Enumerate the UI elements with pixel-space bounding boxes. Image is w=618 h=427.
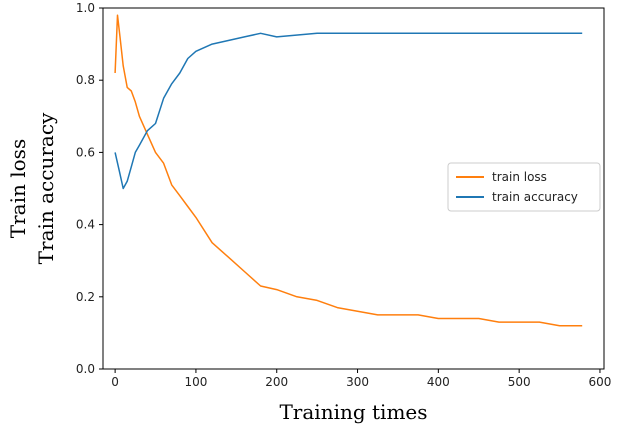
x-tick-label: 400 bbox=[427, 375, 450, 389]
x-tick-label: 100 bbox=[184, 375, 207, 389]
y-tick-label: 0.4 bbox=[76, 218, 95, 232]
x-tick-label: 200 bbox=[265, 375, 288, 389]
y-axis-title-line-1: Train loss bbox=[6, 139, 30, 238]
x-tick-label: 600 bbox=[589, 375, 612, 389]
x-tick-label: 300 bbox=[346, 375, 369, 389]
y-axis-title-line-2: Train accuracy bbox=[34, 112, 58, 264]
x-axis-title: Training times bbox=[279, 400, 427, 424]
x-tick-label: 0 bbox=[111, 375, 119, 389]
y-tick-label: 0.0 bbox=[76, 362, 95, 376]
y-tick-label: 0.6 bbox=[76, 145, 95, 159]
plot-lines bbox=[114, 14, 583, 327]
legend-label-train-loss: train loss bbox=[492, 170, 547, 184]
legend-label-train-accuracy: train accuracy bbox=[492, 190, 578, 204]
y-tick-label: 0.8 bbox=[76, 73, 95, 87]
y-tick-label: 0.2 bbox=[76, 290, 95, 304]
legend: train loss train accuracy bbox=[447, 162, 601, 212]
series-line-train-accuracy bbox=[114, 32, 583, 190]
x-tick-label: 500 bbox=[508, 375, 531, 389]
legend-box bbox=[447, 162, 601, 212]
y-axis-ticks: 0.0 0.2 0.4 0.6 0.8 1.0 bbox=[76, 1, 103, 376]
x-axis-ticks: 0 100 200 300 400 500 600 bbox=[111, 369, 611, 389]
y-tick-label: 1.0 bbox=[76, 1, 95, 15]
plot-frame bbox=[102, 7, 605, 370]
series-line-train-loss bbox=[114, 14, 583, 327]
